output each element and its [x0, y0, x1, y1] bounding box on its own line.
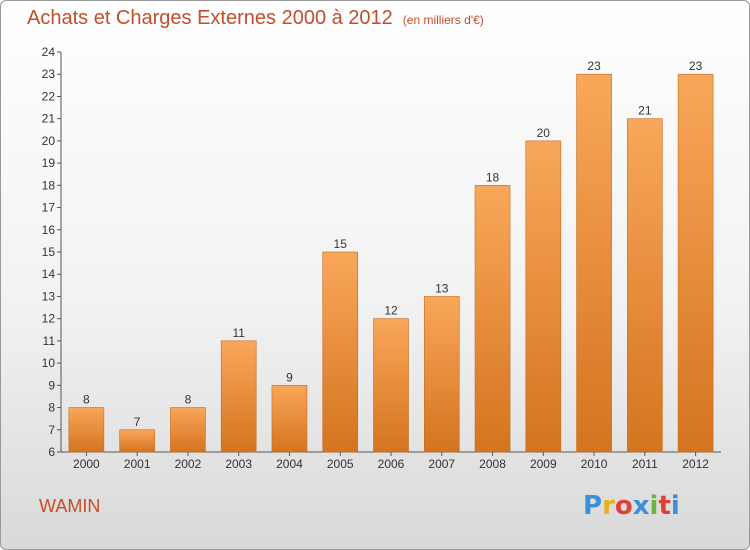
- y-tick-label: 19: [42, 156, 56, 170]
- y-tick-label: 22: [42, 89, 56, 103]
- x-tick-label: 2006: [378, 457, 405, 471]
- y-tick-label: 8: [48, 401, 55, 415]
- data-label-2007: 13: [435, 281, 449, 295]
- x-tick-label: 2002: [175, 457, 202, 471]
- logo-letter: r: [602, 491, 615, 521]
- data-label-2001: 7: [134, 415, 141, 429]
- data-label-2009: 20: [537, 126, 551, 140]
- data-label-2011: 21: [638, 104, 652, 118]
- x-tick-label: 2000: [73, 457, 100, 471]
- x-tick-label: 2004: [276, 457, 303, 471]
- y-tick-label: 24: [42, 45, 56, 59]
- x-tick-label: 2012: [682, 457, 709, 471]
- logo-letter: i: [649, 491, 659, 521]
- y-tick-label: 6: [48, 445, 55, 459]
- bar-2002: [170, 407, 206, 453]
- bar-2006: [373, 318, 409, 453]
- bar-2001: [119, 429, 155, 453]
- x-tick-label: 2009: [530, 457, 557, 471]
- y-tick-label: 13: [42, 289, 56, 303]
- data-label-2012: 23: [689, 59, 703, 73]
- title-text: Achats et Charges Externes 2000 à 2012: [27, 7, 393, 29]
- y-tick-label: 17: [42, 201, 56, 215]
- x-tick-label: 2005: [327, 457, 354, 471]
- chart-title: Achats et Charges Externes 2000 à 2012 (e…: [27, 7, 484, 30]
- y-tick-label: 12: [42, 312, 56, 326]
- y-tick-label: 15: [42, 245, 56, 259]
- bar-2003: [220, 340, 257, 453]
- x-tick-label: 2011: [632, 457, 658, 471]
- x-axis: 2000 2001 2002 2003 2004 2005 2006 2007 2008 2009…: [61, 451, 721, 471]
- bar-2007: [423, 296, 460, 453]
- logo-letter: o: [614, 491, 633, 521]
- bar-2005: [322, 251, 359, 453]
- bar-2004: [271, 385, 308, 453]
- y-tick-label: 14: [42, 267, 56, 281]
- bar-2012: [677, 73, 714, 453]
- y-axis: 6 7 8 9 10 11 12 13 14 15 16 17 18 19 20 21 22 23 24: [42, 45, 62, 459]
- proxiti-logo: Proxiti: [583, 491, 680, 521]
- y-tick-label: 11: [43, 334, 56, 348]
- x-tick-label: 2007: [428, 457, 455, 471]
- x-tick-label: 2003: [225, 457, 252, 471]
- bars: [68, 73, 714, 453]
- logo-letter: t: [658, 491, 671, 521]
- data-label-2003: 11: [232, 326, 245, 340]
- y-tick-label: 7: [48, 423, 55, 437]
- y-tick-label: 20: [42, 134, 56, 148]
- logo-letter: x: [632, 491, 650, 521]
- data-label-2004: 9: [286, 370, 293, 384]
- data-label-2002: 8: [185, 393, 192, 407]
- y-tick-label: 16: [42, 223, 56, 237]
- data-label-2010: 23: [587, 59, 601, 73]
- logo-letter: P: [583, 491, 603, 521]
- data-label-2000: 8: [83, 393, 90, 407]
- y-tick-label: 23: [42, 67, 56, 81]
- y-tick-label: 9: [48, 378, 55, 392]
- y-tick-label: 21: [42, 112, 56, 126]
- y-tick-label: 10: [42, 356, 56, 370]
- data-label-2006: 12: [384, 304, 398, 318]
- x-tick-label: 2010: [581, 457, 608, 471]
- bar-2008: [474, 185, 511, 453]
- data-label-2008: 18: [486, 170, 500, 184]
- data-labels: 8 7 8 11 9 15 12 13 18 20 23 21 23: [83, 59, 703, 429]
- x-tick-label: 2001: [124, 457, 151, 471]
- y-tick-label: 18: [42, 178, 56, 192]
- bar-2009: [525, 140, 562, 453]
- commune-name: WAMIN: [39, 496, 101, 516]
- bar-2011: [627, 118, 663, 453]
- data-label-2005: 15: [334, 237, 348, 251]
- bar-2010: [576, 73, 612, 453]
- logo-letter: i: [670, 491, 680, 521]
- bar-2000: [68, 407, 105, 453]
- x-tick-label: 2008: [479, 457, 506, 471]
- unit-text: (en milliers d'€): [402, 13, 484, 27]
